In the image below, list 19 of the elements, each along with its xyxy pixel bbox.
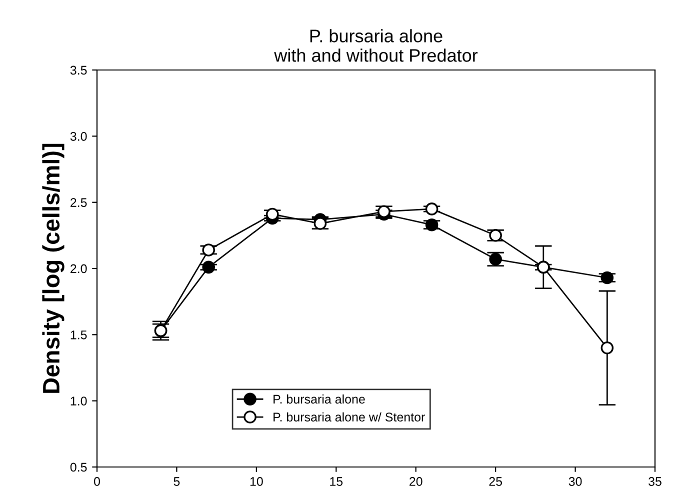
x-tick-label: 5 <box>174 477 180 486</box>
x-tick-label: 10 <box>250 477 263 486</box>
y-tick-label: 2.5 <box>70 198 87 207</box>
y-tick-label: 1.0 <box>70 396 87 406</box>
y-axis-title: Density [log (cells/ml)] <box>42 144 64 393</box>
y-tick-label: 3.5 <box>70 66 87 75</box>
legend-label: P. bursaria alone w/ Stentor <box>274 412 425 422</box>
y-tick-label: 0.5 <box>70 462 87 472</box>
x-tick-label: 20 <box>410 477 422 486</box>
x-tick-label: 25 <box>489 477 502 486</box>
x-tick-label: 0 <box>94 477 100 486</box>
x-tick-label: 35 <box>648 477 662 486</box>
x-tick-label: 30 <box>568 477 582 486</box>
y-tick-label: 3.0 <box>70 132 87 141</box>
x-tick-label: 15 <box>330 477 343 486</box>
chart-title: P. bursaria alone with and without Predator <box>274 29 478 62</box>
y-tick-label: 1.5 <box>70 330 87 340</box>
legend-label: P. bursaria alone <box>274 394 365 404</box>
y-tick-label: 2.0 <box>70 264 87 274</box>
